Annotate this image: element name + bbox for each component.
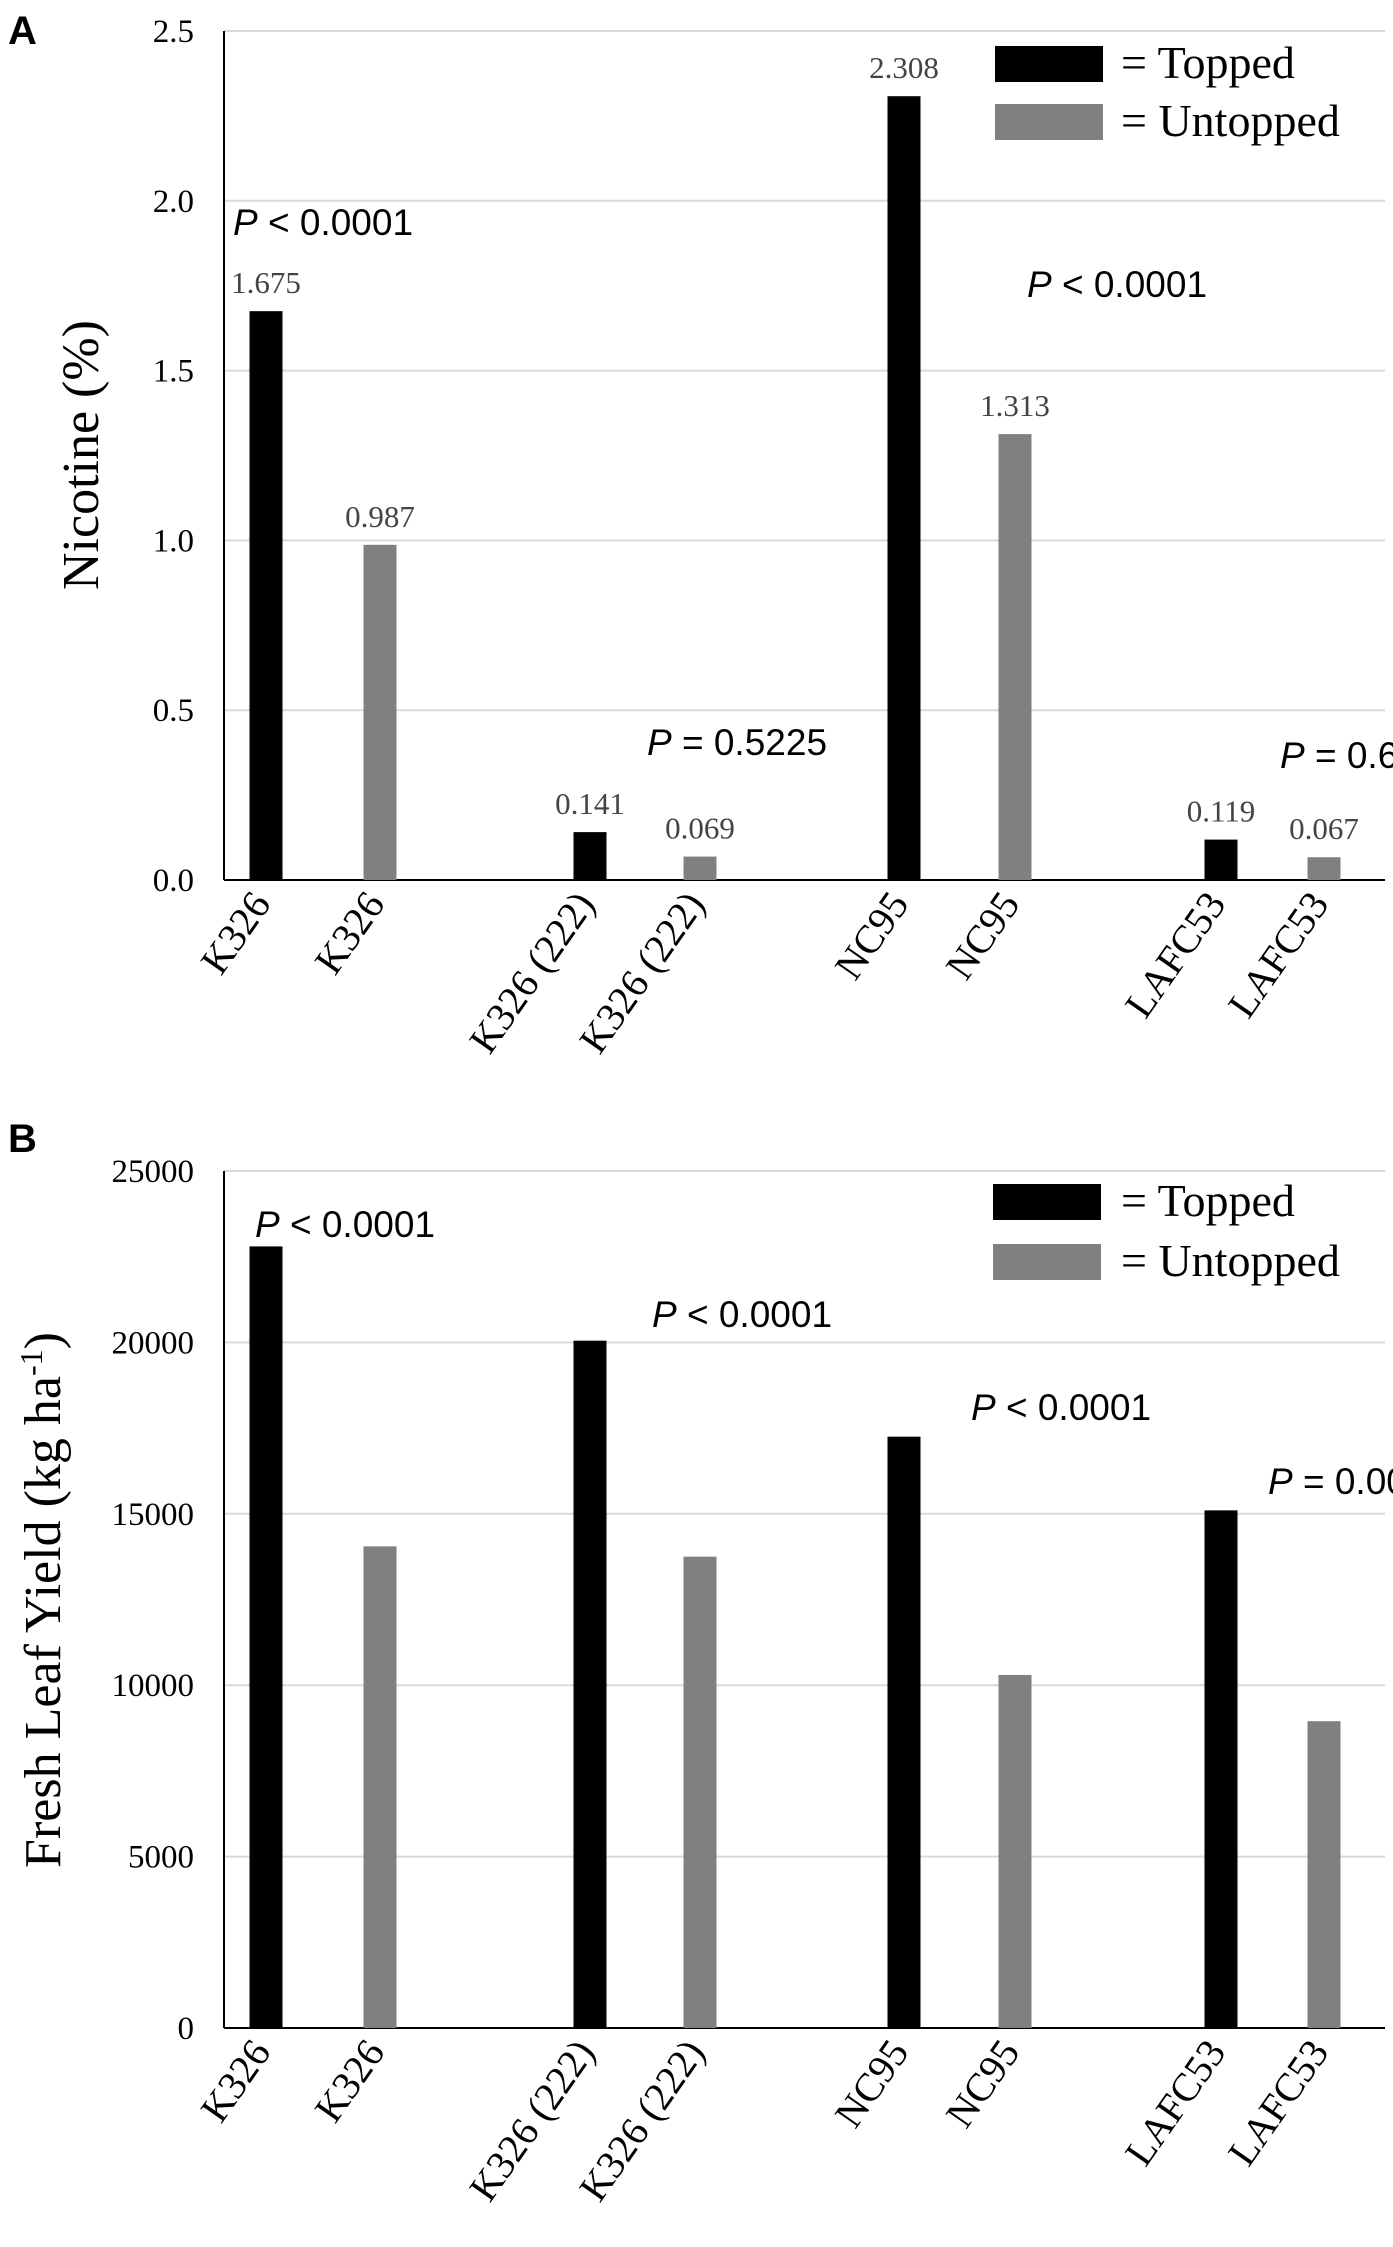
legend-label: = Topped: [1121, 37, 1295, 88]
y-tick-label: 5000: [128, 1840, 194, 1876]
bar-untopped-1: [363, 1546, 397, 2028]
category-label: NC95: [937, 883, 1029, 987]
bar-topped-2: [573, 832, 607, 880]
y-axis-label-superscript: -1: [13, 1349, 49, 1376]
legend-swatch-topped: [993, 1184, 1101, 1220]
panel-b: B 0 5000 10000 15000 20000 25000 Fresh Leaf Yie…: [8, 1117, 1393, 2209]
bar-untopped-3: [683, 1556, 717, 2028]
category-label: K326: [306, 2031, 394, 2130]
p-value-italic: P: [652, 1294, 677, 1335]
y-axis-label-text: Fresh Leaf Yield (kg ha: [15, 1376, 72, 1868]
category-label: LAFC53: [1219, 2031, 1337, 2173]
legend-swatch-untopped: [995, 104, 1103, 140]
bar-topped-6: [1204, 1510, 1238, 2028]
bar-untopped-7: [1307, 857, 1341, 880]
y-tick-label: 2.0: [153, 184, 194, 220]
bar-topped-2: [573, 1340, 607, 2028]
p-value-text: = 0.6410: [1305, 735, 1393, 776]
bar-topped-4: [887, 96, 921, 881]
value-label: 0.067: [1289, 811, 1359, 846]
p-value-label: P < 0.0001: [971, 1387, 1151, 1428]
bar-topped-0: [249, 1246, 283, 2028]
y-axis-label-text: Nicotine (%): [53, 320, 110, 590]
panel-letter: B: [8, 1117, 37, 1161]
p-value-italic: P: [233, 202, 258, 243]
p-value-italic: P: [971, 1387, 996, 1428]
y-axis-label: Nicotine (%): [53, 320, 110, 590]
y-tick-label: 15000: [112, 1497, 195, 1533]
legend-swatch-untopped: [993, 1244, 1101, 1280]
panel-a: A 0.0 0.5 1.0 1.5 2.0 2.5 Nicotine (%) 1.675 0.98…: [8, 9, 1393, 1061]
bar-untopped-3: [683, 856, 717, 880]
p-value-label: P < 0.0001: [233, 202, 413, 243]
p-value-label: P = 0.6410: [1280, 735, 1393, 776]
y-tick-label: 2.5: [153, 14, 194, 50]
p-value-text: < 0.0001: [1052, 264, 1207, 305]
value-label: 0.119: [1187, 794, 1256, 829]
legend: = Topped = Untopped: [993, 1175, 1340, 1286]
panel-letter: A: [8, 9, 37, 53]
bar-topped-6: [1204, 839, 1238, 880]
value-label: 0.141: [555, 786, 625, 821]
y-tick-label: 1.5: [153, 354, 194, 390]
p-value-label: P = 0.5225: [647, 722, 827, 763]
legend-label: = Topped: [1121, 1175, 1295, 1226]
value-label: 0.069: [665, 811, 735, 846]
category-label: K326: [306, 883, 394, 982]
p-value-label: P < 0.0001: [652, 1294, 832, 1335]
p-value-label: P < 0.0001: [1027, 264, 1207, 305]
value-label: 0.987: [345, 499, 415, 534]
p-value-italic: P: [1280, 735, 1305, 776]
p-value-italic: P: [255, 1204, 280, 1245]
bar-topped-0: [249, 311, 283, 880]
category-label: LAFC53: [1116, 2031, 1234, 2173]
category-label: NC95: [826, 883, 918, 987]
y-tick-label: 10000: [112, 1668, 195, 1704]
legend-swatch-topped: [995, 46, 1103, 82]
p-value-italic: P: [1268, 1461, 1293, 1502]
y-axis-label: Fresh Leaf Yield (kg ha-1): [13, 1332, 72, 1868]
category-label: K326: [192, 2031, 280, 2130]
y-tick-label: 20000: [112, 1325, 195, 1361]
category-label: LAFC53: [1116, 883, 1234, 1025]
p-value-italic: P: [647, 722, 672, 763]
legend-label: = Untopped: [1121, 95, 1340, 146]
p-value-text: < 0.0001: [996, 1387, 1151, 1428]
y-tick-label: 25000: [112, 1154, 195, 1190]
bar-untopped-7: [1307, 1721, 1341, 2028]
legend: = Topped = Untopped: [995, 37, 1340, 146]
p-value-italic: P: [1027, 264, 1052, 305]
legend-label: = Untopped: [1121, 1235, 1340, 1286]
p-value-text: < 0.0001: [677, 1294, 832, 1335]
p-value-text: = 0.5225: [672, 722, 827, 763]
y-tick-label: 1.0: [153, 523, 194, 559]
y-tick-label: 0.0: [153, 863, 194, 899]
y-tick-label: 0: [178, 2011, 195, 2047]
y-axis-label-end: ): [15, 1332, 72, 1349]
value-label: 1.675: [231, 265, 301, 300]
value-label: 1.313: [980, 388, 1050, 423]
y-tick-label: 0.5: [153, 693, 194, 729]
p-value-text: < 0.0001: [280, 1204, 435, 1245]
p-value-label: P = 0.0001: [1268, 1461, 1393, 1502]
value-label: 2.308: [869, 50, 939, 85]
bar-untopped-5: [998, 1674, 1032, 2028]
p-value-text: = 0.0001: [1293, 1461, 1393, 1502]
category-label: K326: [192, 883, 280, 982]
category-label: LAFC53: [1219, 883, 1337, 1025]
category-label: NC95: [937, 2031, 1029, 2135]
category-label: NC95: [826, 2031, 918, 2135]
p-value-text: < 0.0001: [258, 202, 413, 243]
bar-untopped-5: [998, 434, 1032, 880]
bar-topped-4: [887, 1436, 921, 2028]
p-value-label: P < 0.0001: [255, 1204, 435, 1245]
bar-untopped-1: [363, 544, 397, 880]
